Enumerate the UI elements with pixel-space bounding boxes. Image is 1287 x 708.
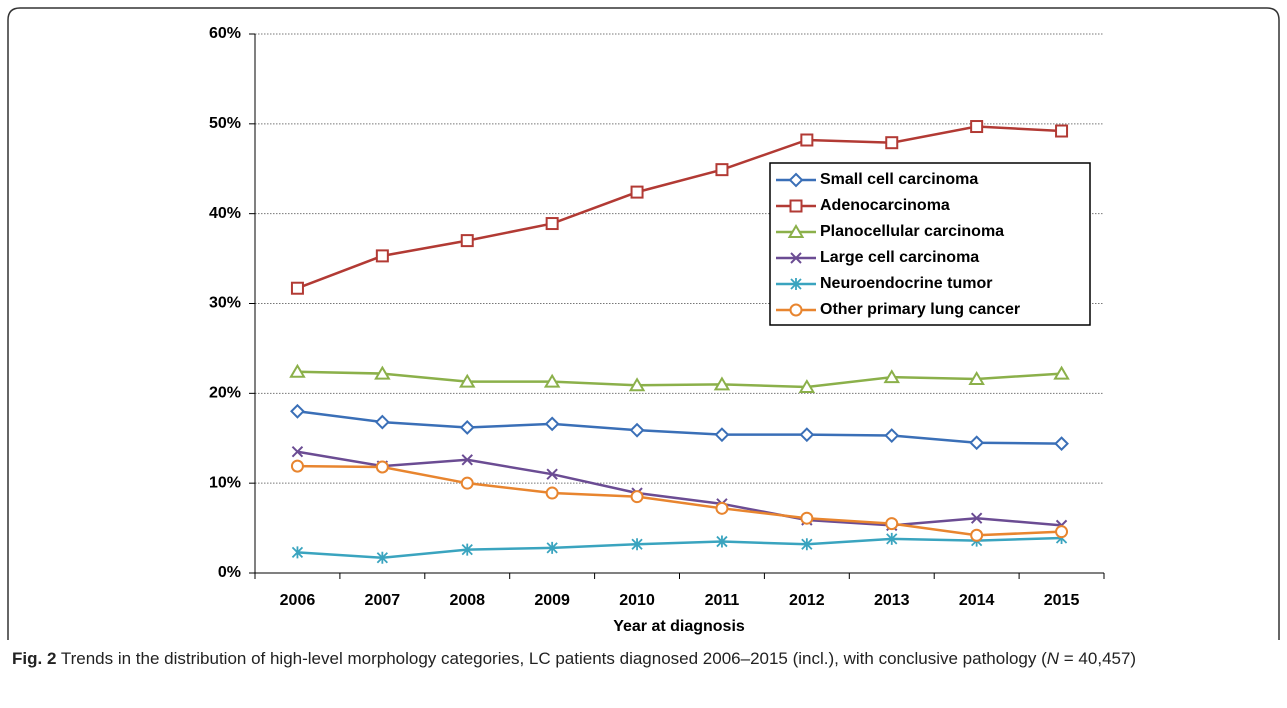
y-tick-label: 10% bbox=[209, 474, 241, 491]
x-tick-label: 2014 bbox=[959, 592, 995, 609]
x-tick-label: 2012 bbox=[789, 592, 825, 609]
caption-text: = 40,457) bbox=[1059, 649, 1137, 668]
y-tick-label: 0% bbox=[218, 564, 241, 581]
marker bbox=[628, 377, 646, 392]
marker bbox=[544, 416, 560, 432]
y-tick-label: 30% bbox=[209, 295, 241, 312]
caption-label: Fig. 2 bbox=[12, 649, 57, 668]
marker bbox=[1053, 365, 1070, 380]
marker bbox=[546, 541, 558, 554]
caption: Fig. 2 Trends in the distribution of hig… bbox=[12, 646, 1232, 672]
marker bbox=[290, 459, 304, 473]
marker bbox=[546, 468, 558, 480]
marker bbox=[789, 199, 803, 213]
x-tick-label: 2011 bbox=[705, 592, 740, 609]
legend-label: Small cell carcinoma bbox=[820, 171, 978, 188]
caption-italic: N bbox=[1046, 649, 1060, 668]
marker bbox=[458, 373, 476, 388]
legend-label: Large cell carcinoma bbox=[820, 249, 979, 266]
y-tick-label: 20% bbox=[209, 385, 241, 402]
marker bbox=[884, 428, 900, 443]
marker bbox=[968, 370, 985, 385]
series-line bbox=[297, 536, 1062, 559]
marker bbox=[716, 535, 728, 548]
x-tick-label: 2010 bbox=[619, 592, 655, 609]
marker bbox=[883, 369, 901, 384]
marker bbox=[970, 120, 984, 134]
marker bbox=[545, 217, 559, 231]
marker bbox=[799, 427, 815, 443]
marker bbox=[376, 551, 388, 564]
marker bbox=[291, 446, 304, 458]
marker bbox=[460, 476, 474, 490]
marker bbox=[290, 281, 304, 295]
marker bbox=[291, 546, 304, 559]
marker bbox=[629, 422, 645, 438]
marker bbox=[885, 136, 899, 150]
marker bbox=[545, 486, 559, 500]
marker bbox=[461, 454, 473, 466]
marker bbox=[543, 373, 561, 388]
marker bbox=[970, 528, 984, 542]
marker bbox=[460, 234, 474, 248]
marker bbox=[798, 379, 816, 394]
legend-box bbox=[769, 162, 1091, 326]
y-tick-label: 60% bbox=[209, 25, 241, 42]
marker bbox=[714, 427, 730, 443]
series-line bbox=[297, 370, 1062, 389]
x-tick-label: 2013 bbox=[874, 592, 910, 609]
marker bbox=[801, 538, 813, 551]
marker bbox=[715, 163, 729, 177]
marker bbox=[459, 420, 475, 435]
series-line bbox=[297, 450, 1062, 527]
marker bbox=[800, 511, 814, 525]
marker bbox=[374, 365, 391, 380]
marker bbox=[1055, 124, 1069, 138]
x-tick-label: 2006 bbox=[280, 592, 316, 609]
marker bbox=[969, 435, 985, 451]
marker bbox=[375, 460, 389, 474]
legend-label: Other primary lung cancer bbox=[820, 301, 1020, 318]
x-tick-label: 2015 bbox=[1044, 592, 1080, 609]
marker bbox=[713, 376, 731, 391]
marker bbox=[800, 133, 814, 147]
marker bbox=[1054, 436, 1069, 452]
marker bbox=[461, 543, 473, 556]
marker bbox=[787, 224, 805, 238]
legend-label: Planocellular carcinoma bbox=[820, 223, 1004, 240]
marker bbox=[375, 249, 389, 263]
marker bbox=[970, 512, 983, 524]
caption-text: Trends in the distribution of high-level… bbox=[60, 649, 1047, 668]
marker bbox=[886, 532, 898, 545]
series-line bbox=[297, 125, 1062, 290]
marker bbox=[715, 501, 729, 515]
marker bbox=[290, 403, 305, 419]
x-tick-label: 2009 bbox=[534, 592, 570, 609]
marker bbox=[788, 172, 804, 188]
marker bbox=[374, 414, 390, 430]
marker bbox=[790, 252, 802, 264]
marker bbox=[289, 363, 306, 378]
x-axis-title: Year at diagnosis bbox=[613, 618, 745, 635]
marker bbox=[630, 185, 644, 199]
y-tick-label: 50% bbox=[209, 115, 241, 132]
marker bbox=[885, 517, 899, 531]
marker bbox=[630, 490, 644, 504]
series-line bbox=[297, 410, 1062, 445]
x-tick-label: 2007 bbox=[365, 592, 401, 609]
legend-label: Adenocarcinoma bbox=[820, 197, 950, 214]
y-tick-label: 40% bbox=[209, 205, 241, 222]
x-tick-label: 2008 bbox=[449, 592, 485, 609]
marker bbox=[790, 278, 802, 290]
marker bbox=[789, 303, 803, 317]
marker bbox=[1055, 525, 1069, 539]
figure-frame bbox=[7, 7, 1280, 640]
series-line bbox=[297, 464, 1062, 537]
legend-label: Neuroendocrine tumor bbox=[820, 275, 992, 292]
marker bbox=[631, 538, 643, 551]
